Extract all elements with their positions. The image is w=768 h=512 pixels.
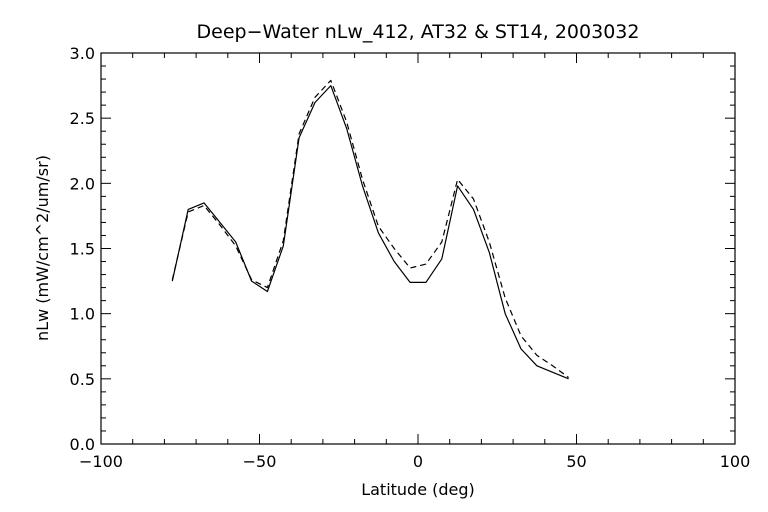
data-series	[171, 79, 569, 380]
x-tick-label: 50	[566, 452, 586, 471]
y-tick-label: 1.0	[70, 305, 95, 324]
plot-frame	[100, 52, 736, 445]
axis-tick-labels: −100 −50 0 50 100 0.0 0.5 1.0 1.5 2.0 2.5 3.0	[70, 44, 751, 471]
x-tick-label: −100	[79, 452, 123, 471]
axis-ticks	[100, 52, 736, 445]
y-tick-label: 2.0	[70, 174, 95, 193]
y-tick-label: 1.5	[70, 240, 95, 259]
y-tick-label: 0.0	[70, 435, 95, 454]
x-axis-label: Latitude (deg)	[361, 480, 475, 499]
y-tick-label: 3.0	[70, 44, 95, 63]
series-line-dashed	[171, 79, 569, 378]
y-tick-label: 0.5	[70, 370, 95, 389]
y-axis-label: nLw (mW/cm^2/um/sr)	[33, 155, 52, 341]
x-tick-label: 0	[413, 452, 423, 471]
chart-title: Deep−Water nLw_412, AT32 & ST14, 2003032	[197, 21, 640, 43]
x-tick-label: −50	[243, 452, 277, 471]
x-tick-label: 100	[720, 452, 751, 471]
series-line-solid	[171, 84, 569, 380]
y-tick-label: 2.5	[70, 109, 95, 128]
